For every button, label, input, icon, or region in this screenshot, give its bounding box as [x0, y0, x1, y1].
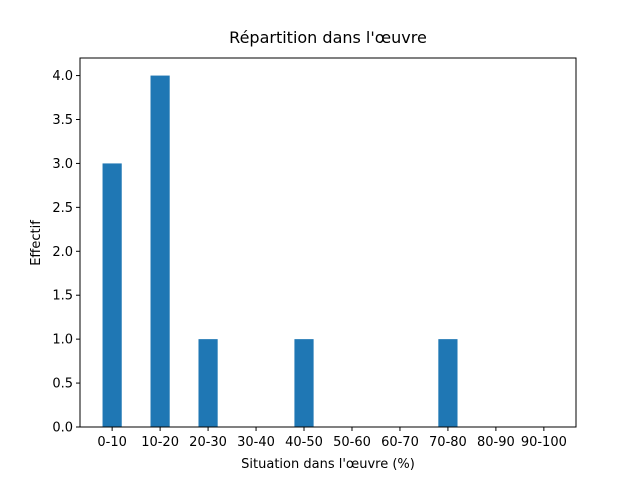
- y-tick-label: 0.5: [52, 377, 73, 392]
- bar: [198, 339, 218, 427]
- x-tick-label: 20-30: [189, 435, 227, 450]
- x-tick-label: 80-90: [477, 435, 515, 450]
- y-tick-label: 2.5: [52, 201, 73, 216]
- y-tick-label: 3.5: [52, 113, 73, 128]
- x-tick-label: 0-10: [97, 435, 127, 450]
- x-tick-label: 70-80: [429, 435, 467, 450]
- x-tick-label: 40-50: [285, 435, 323, 450]
- bar: [150, 75, 170, 428]
- x-tick-label: 50-60: [333, 435, 371, 450]
- x-tick-label: 30-40: [237, 435, 275, 450]
- chart-title: Répartition dans l'œuvre: [229, 28, 427, 47]
- x-axis-label: Situation dans l'œuvre (%): [241, 457, 415, 472]
- x-tick-label: 10-20: [141, 435, 179, 450]
- y-tick-label: 2.0: [52, 245, 73, 260]
- bar: [438, 339, 458, 427]
- bar: [294, 339, 314, 427]
- y-tick-label: 1.0: [52, 333, 73, 348]
- y-tick-label: 4.0: [52, 69, 73, 84]
- y-axis-label: Effectif: [29, 220, 44, 266]
- x-tick-label: 60-70: [381, 435, 419, 450]
- y-tick-label: 3.0: [52, 157, 73, 172]
- bar: [102, 163, 122, 427]
- plot-frame: [79, 57, 577, 428]
- y-tick-label: 0.0: [52, 421, 73, 436]
- x-tick-label: 90-100: [521, 435, 567, 450]
- y-tick-label: 1.5: [52, 289, 73, 304]
